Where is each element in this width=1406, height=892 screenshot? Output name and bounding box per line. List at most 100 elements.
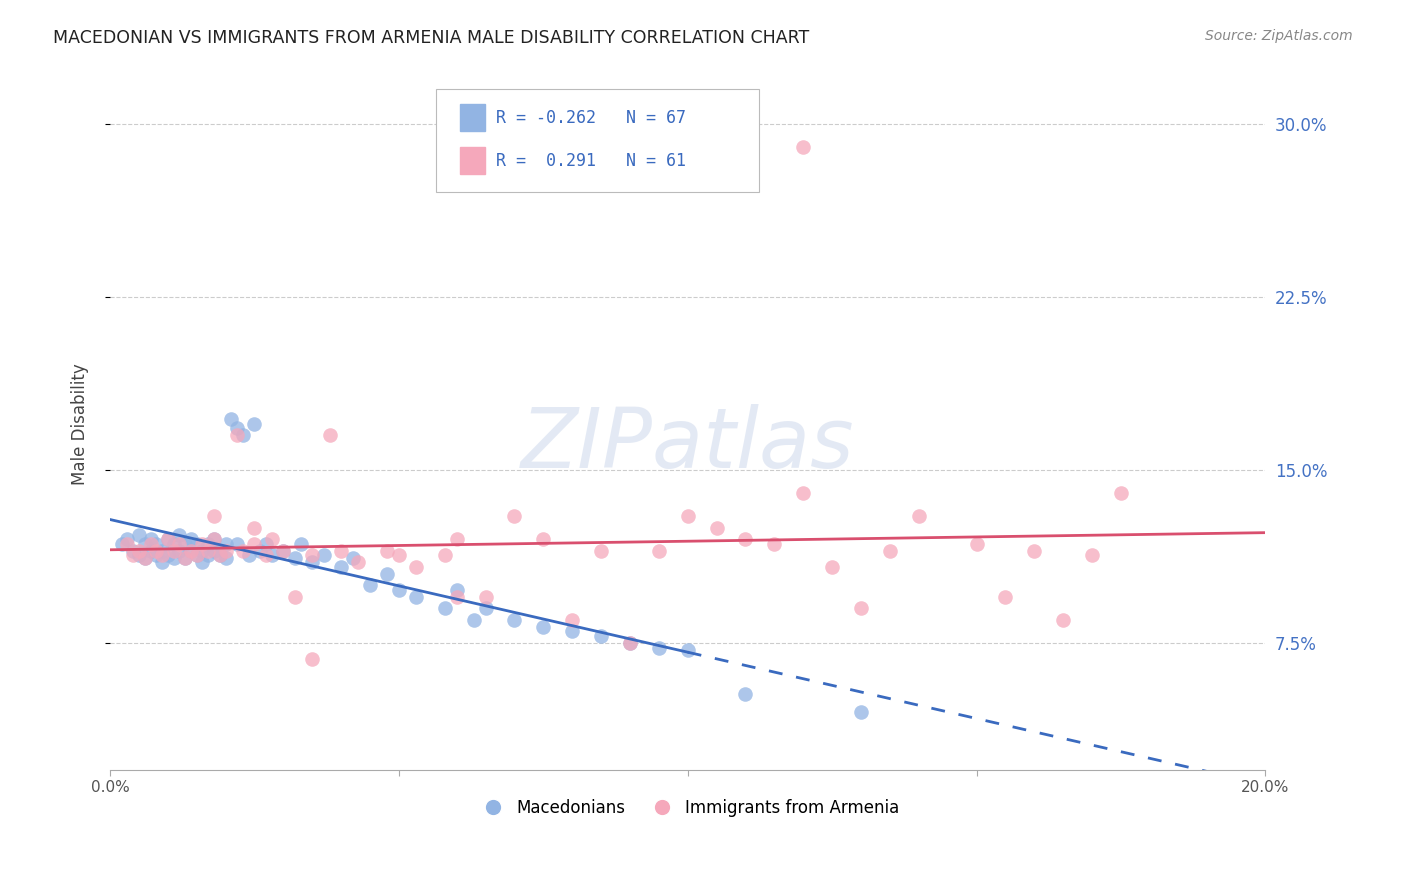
Point bbox=[243, 417, 266, 431]
Point bbox=[111, 537, 134, 551]
Point bbox=[150, 549, 173, 563]
Point bbox=[273, 543, 295, 558]
Point bbox=[474, 601, 496, 615]
Point bbox=[232, 543, 254, 558]
Point bbox=[191, 555, 214, 569]
Point bbox=[156, 532, 179, 546]
Point bbox=[128, 549, 150, 563]
Point bbox=[821, 559, 844, 574]
Point bbox=[191, 543, 214, 558]
Point bbox=[134, 537, 156, 551]
Point bbox=[202, 543, 225, 558]
Point bbox=[388, 549, 411, 563]
Point bbox=[434, 549, 457, 563]
Point bbox=[318, 428, 340, 442]
Point bbox=[375, 566, 398, 581]
Point bbox=[243, 520, 266, 534]
Point bbox=[561, 624, 583, 639]
Point bbox=[139, 532, 162, 546]
Point bbox=[202, 509, 225, 524]
Point bbox=[134, 550, 156, 565]
Point bbox=[375, 543, 398, 558]
Point bbox=[186, 549, 208, 563]
Point bbox=[763, 537, 786, 551]
Point bbox=[134, 550, 156, 565]
Text: MACEDONIAN VS IMMIGRANTS FROM ARMENIA MALE DISABILITY CORRELATION CHART: MACEDONIAN VS IMMIGRANTS FROM ARMENIA MA… bbox=[53, 29, 810, 46]
Point bbox=[648, 543, 671, 558]
Point bbox=[226, 537, 249, 551]
Point bbox=[792, 139, 814, 153]
Point bbox=[561, 613, 583, 627]
Point bbox=[202, 532, 225, 546]
Point bbox=[879, 543, 901, 558]
Point bbox=[446, 582, 468, 597]
Point bbox=[301, 652, 323, 666]
Point bbox=[128, 543, 150, 558]
Point bbox=[503, 509, 526, 524]
Point bbox=[531, 532, 554, 546]
Point bbox=[648, 640, 671, 655]
Point bbox=[301, 555, 323, 569]
Legend: Macedonians, Immigrants from Armenia: Macedonians, Immigrants from Armenia bbox=[470, 793, 905, 824]
Point bbox=[312, 549, 335, 563]
Point bbox=[1109, 486, 1132, 500]
Point bbox=[226, 421, 249, 435]
Point bbox=[202, 532, 225, 546]
Point bbox=[260, 532, 283, 546]
Point bbox=[145, 549, 167, 563]
Point bbox=[301, 549, 323, 563]
Point bbox=[849, 601, 872, 615]
Point bbox=[174, 537, 197, 551]
Point bbox=[388, 582, 411, 597]
Point bbox=[706, 520, 728, 534]
Point bbox=[221, 412, 243, 426]
Point bbox=[434, 601, 457, 615]
Point bbox=[676, 509, 699, 524]
Point bbox=[330, 543, 353, 558]
Point bbox=[162, 543, 184, 558]
Point bbox=[197, 549, 219, 563]
Point bbox=[145, 543, 167, 558]
Point bbox=[186, 549, 208, 563]
Point bbox=[1052, 613, 1074, 627]
Point bbox=[145, 537, 167, 551]
Text: Source: ZipAtlas.com: Source: ZipAtlas.com bbox=[1205, 29, 1353, 43]
Point bbox=[208, 549, 231, 563]
Point bbox=[214, 550, 236, 565]
Point bbox=[474, 590, 496, 604]
Text: R = -0.262   N = 67: R = -0.262 N = 67 bbox=[496, 109, 686, 127]
Point bbox=[591, 629, 613, 643]
Point bbox=[254, 549, 277, 563]
Y-axis label: Male Disability: Male Disability bbox=[72, 363, 89, 484]
Point bbox=[619, 636, 641, 650]
Point bbox=[162, 537, 184, 551]
Point bbox=[243, 537, 266, 551]
Point bbox=[139, 543, 162, 558]
Point bbox=[117, 537, 139, 551]
Point bbox=[197, 537, 219, 551]
Point bbox=[156, 549, 179, 563]
Point bbox=[405, 559, 427, 574]
Point bbox=[359, 578, 381, 592]
Point bbox=[180, 543, 202, 558]
Point bbox=[734, 687, 756, 701]
Point bbox=[907, 509, 929, 524]
Point bbox=[169, 543, 191, 558]
Text: R =  0.291   N = 61: R = 0.291 N = 61 bbox=[496, 152, 686, 169]
Point bbox=[197, 543, 219, 558]
Point bbox=[342, 550, 364, 565]
Point bbox=[169, 527, 191, 541]
Point bbox=[156, 532, 179, 546]
Point bbox=[232, 428, 254, 442]
Point bbox=[180, 532, 202, 546]
Point bbox=[249, 543, 271, 558]
Point bbox=[214, 543, 236, 558]
Point bbox=[994, 590, 1017, 604]
Point bbox=[191, 537, 214, 551]
Point bbox=[162, 550, 184, 565]
Point bbox=[619, 636, 641, 650]
Point bbox=[849, 706, 872, 720]
Point bbox=[1081, 549, 1104, 563]
Point bbox=[290, 537, 312, 551]
Point bbox=[122, 543, 145, 558]
